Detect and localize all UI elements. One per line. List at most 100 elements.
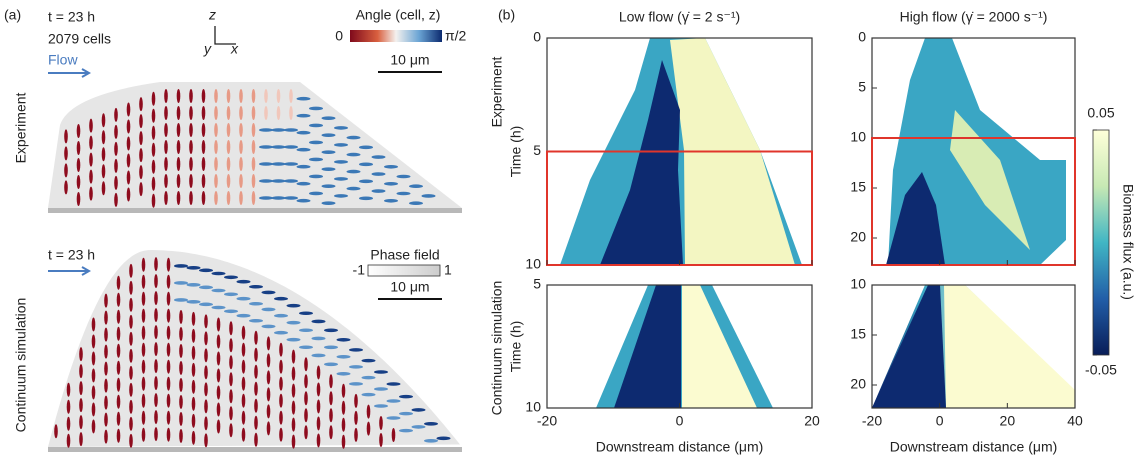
cell xyxy=(224,309,238,314)
cell xyxy=(261,290,276,295)
cell xyxy=(64,146,68,161)
cell xyxy=(296,147,311,152)
cell xyxy=(116,394,121,409)
cell xyxy=(104,310,108,325)
cell xyxy=(291,400,296,415)
cell xyxy=(411,425,426,429)
scale-bar-label: 10 μm xyxy=(390,279,429,295)
cell xyxy=(349,365,363,369)
cell xyxy=(176,191,181,205)
cell xyxy=(189,157,193,171)
cell xyxy=(226,140,231,154)
cell xyxy=(164,157,168,171)
cell xyxy=(164,89,168,103)
cell xyxy=(141,291,146,306)
cell xyxy=(66,399,71,414)
cell xyxy=(274,330,288,335)
row-label: Experiment xyxy=(13,92,29,163)
cell xyxy=(186,266,201,270)
cell xyxy=(139,131,143,146)
cell xyxy=(226,174,231,188)
cell xyxy=(101,147,106,162)
cell xyxy=(164,174,168,188)
cell xyxy=(141,359,146,374)
cell xyxy=(371,189,386,193)
cell xyxy=(116,326,121,341)
cell xyxy=(214,106,218,120)
cell xyxy=(239,174,243,188)
cell xyxy=(349,348,363,352)
cell xyxy=(309,191,323,196)
cell xyxy=(216,317,221,332)
cell xyxy=(154,342,158,357)
cell xyxy=(189,191,193,205)
y-tick-label: 5 xyxy=(533,142,541,158)
cell xyxy=(89,152,93,167)
cell xyxy=(191,311,196,326)
cell xyxy=(141,257,146,272)
cell xyxy=(271,162,286,166)
cell xyxy=(324,345,338,350)
cell xyxy=(336,354,351,359)
cell xyxy=(154,291,158,306)
cell xyxy=(249,284,263,289)
x-axis-label: Downstream distance (μm) xyxy=(596,439,764,455)
cell xyxy=(354,410,358,425)
cell xyxy=(309,123,323,128)
y-tick-label: 10 xyxy=(850,276,866,292)
cell xyxy=(341,383,346,398)
cell xyxy=(189,140,193,154)
cell xyxy=(299,345,313,350)
cell xyxy=(211,271,226,276)
cell xyxy=(334,177,348,181)
cell xyxy=(179,326,183,341)
cell xyxy=(151,125,156,140)
cell xyxy=(154,359,158,374)
cell xyxy=(254,364,258,379)
cell xyxy=(126,119,131,134)
cells xyxy=(64,89,436,208)
cell xyxy=(316,416,321,431)
cell xyxy=(279,427,283,442)
cell xyxy=(91,351,96,366)
cell xyxy=(91,334,96,349)
cell xyxy=(291,434,296,449)
colorbar-min: 0 xyxy=(335,28,343,44)
cell xyxy=(166,325,171,340)
cell xyxy=(291,417,296,432)
cell xyxy=(304,357,308,372)
cell xyxy=(271,128,286,132)
cell xyxy=(291,383,296,398)
cell xyxy=(79,415,83,430)
cell xyxy=(101,113,106,128)
cell xyxy=(251,157,256,171)
cell xyxy=(251,89,256,103)
cell xyxy=(151,142,156,157)
cell xyxy=(354,393,358,408)
cell xyxy=(254,398,258,413)
cell xyxy=(114,124,118,139)
cell xyxy=(276,89,281,103)
cell xyxy=(66,382,71,397)
panel-label: (a) xyxy=(4,7,21,23)
cell xyxy=(251,106,256,120)
cell xyxy=(191,413,196,428)
cell xyxy=(91,385,96,400)
cell xyxy=(126,102,131,117)
cell xyxy=(129,348,133,363)
cell xyxy=(341,400,346,415)
cell xyxy=(274,296,288,301)
cell xyxy=(176,106,181,120)
row-label: Experiment xyxy=(489,56,505,127)
x-tick-label: -20 xyxy=(537,413,557,429)
cell xyxy=(116,275,121,290)
cell xyxy=(154,376,158,391)
cell xyxy=(334,126,348,130)
cell xyxy=(91,402,96,417)
cell xyxy=(191,345,196,360)
x-axis-label: Downstream distance (μm) xyxy=(890,439,1058,455)
cell xyxy=(76,158,81,173)
cell xyxy=(151,159,156,174)
cell xyxy=(359,179,373,184)
flow-arrow xyxy=(48,68,92,78)
